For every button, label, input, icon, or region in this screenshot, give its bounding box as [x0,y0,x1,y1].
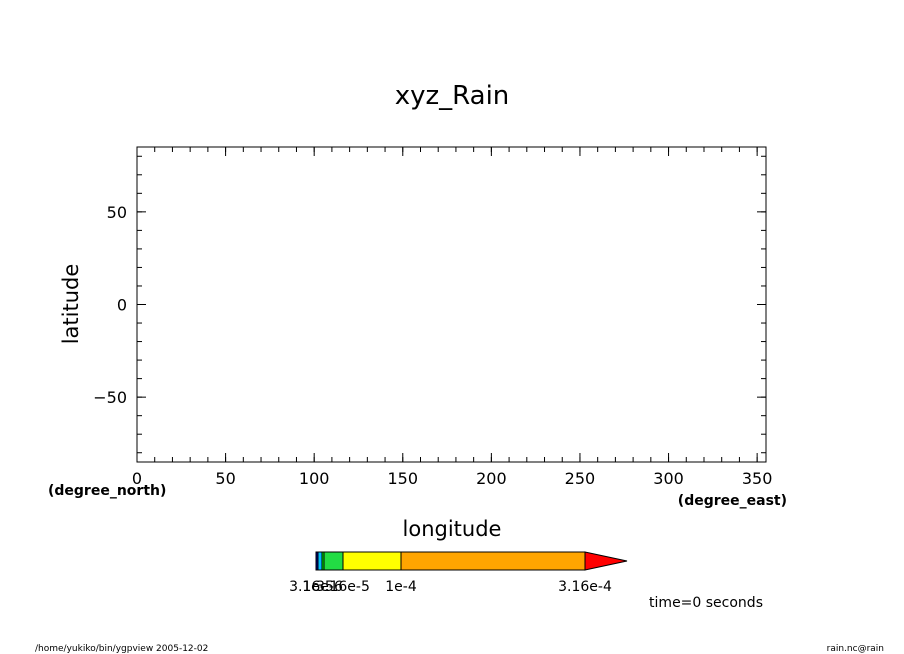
colorbar-label: 3.16e-6 [289,579,343,595]
plot-frame [136,146,767,463]
x-units-label: (degree_east) [678,493,787,509]
footer-path: /home/yukiko/bin/ygpview 2005-12-02 [35,644,208,654]
time-annotation: time=0 seconds [649,595,763,611]
colorbar-label: 3.16e-4 [558,579,612,595]
y-tick-label: −50 [93,388,127,407]
y-tick-label: 0 [117,296,127,315]
x-tick-label: 200 [476,469,507,488]
colorbar: 3.16e-61e-53.16e-5 1e-4 3.16e-4 [289,551,628,595]
x-tick-label: 250 [565,469,596,488]
colorbar-segment [342,551,402,571]
colorbar-segment [323,551,344,571]
colorbar-segment [400,551,586,571]
y-axis-label: latitude [59,264,83,345]
x-tick-label: 300 [653,469,684,488]
colorbar-label: 1e-4 [385,579,417,595]
x-tick-label: 100 [299,469,330,488]
chart-title: xyz_Rain [395,81,510,111]
y-units-label: (degree_north) [48,483,166,499]
axis-ticks: 0 50 100 150 200 250 300 350 50 0 −50 [93,147,772,488]
colorbar-label: 3.16e-5 [316,579,370,595]
colorbar-segment [317,551,323,571]
colorbar-label: 1e-5 [302,579,333,595]
colorbar-arrow [584,551,628,571]
footer-source: rain.nc@rain [827,644,884,654]
x-tick-label: 350 [742,469,773,488]
x-tick-label: 50 [215,469,235,488]
x-axis-label: longitude [403,517,502,541]
x-tick-label: 150 [388,469,419,488]
x-tick-label: 0 [132,469,142,488]
y-tick-label: 50 [107,203,127,222]
